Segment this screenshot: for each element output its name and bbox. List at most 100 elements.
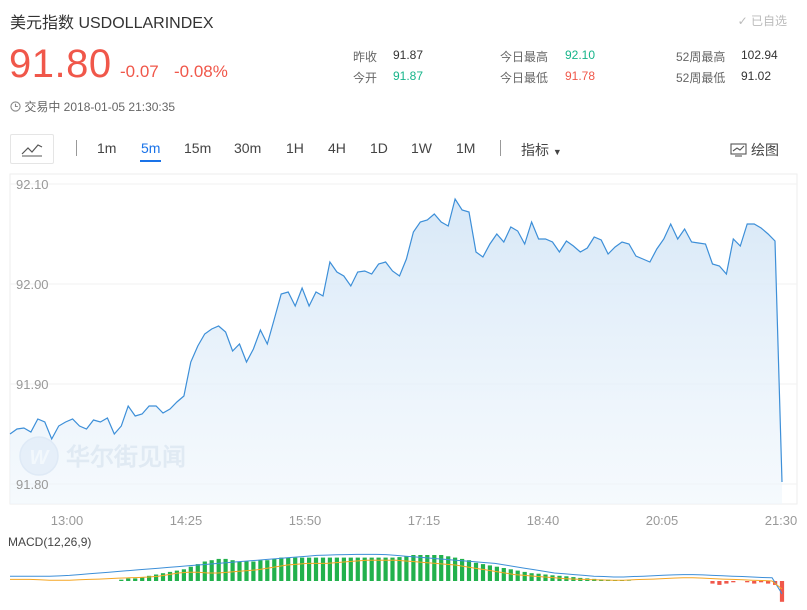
stat-label-52w-high: 52周最高 xyxy=(676,50,726,64)
x-tick-label: 20:05 xyxy=(646,513,679,528)
stat-value-day-low: 91.78 xyxy=(565,69,596,83)
macd-bar xyxy=(453,557,458,581)
price-change-percent: -0.08% xyxy=(174,62,228,81)
active-tab-underline xyxy=(140,160,161,162)
macd-bar xyxy=(717,581,722,585)
macd-bar xyxy=(446,556,451,581)
macd-bar xyxy=(571,577,576,581)
timeframe-30m[interactable]: 30m xyxy=(234,140,262,156)
chart-frame xyxy=(9,173,798,505)
y-tick-label: 91.80 xyxy=(16,477,49,492)
timeframe-1d[interactable]: 1D xyxy=(370,140,388,156)
macd-bar xyxy=(244,561,249,581)
stat-label-day-high: 今日最高 xyxy=(500,50,549,64)
macd-bar xyxy=(362,557,367,581)
macd-bar xyxy=(585,578,590,581)
macd-bar xyxy=(466,560,472,581)
price-change: -0.07 xyxy=(120,62,159,81)
timeframe-1m[interactable]: 1m xyxy=(97,140,117,156)
macd-bar xyxy=(759,581,764,583)
macd-bar xyxy=(279,557,284,581)
macd-bar xyxy=(160,573,166,581)
macd-bar xyxy=(348,557,353,581)
macd-bar xyxy=(439,555,444,581)
macd-bar xyxy=(550,575,555,581)
macd-bar xyxy=(543,574,548,581)
macd-bar xyxy=(766,581,771,584)
caret-down-icon: ▼ xyxy=(552,147,562,157)
x-tick-label: 14:25 xyxy=(170,513,203,528)
line-chart-icon xyxy=(21,144,43,157)
macd-bar xyxy=(752,581,757,584)
macd-bar xyxy=(536,573,541,581)
macd-bar xyxy=(473,562,479,581)
macd-bar xyxy=(404,556,409,581)
macd-bar xyxy=(494,566,499,581)
macd-bar xyxy=(599,579,604,581)
indicator-dropdown[interactable]: 指标 ▼ xyxy=(521,140,562,160)
macd-bar xyxy=(376,557,381,581)
macd-bar xyxy=(140,577,145,581)
macd-bar xyxy=(411,555,416,581)
macd-bar xyxy=(529,573,534,581)
stat-value-day-high: 92.10 xyxy=(565,48,596,62)
stat-value-52w-high: 102.94 xyxy=(741,48,778,62)
x-tick-label: 17:15 xyxy=(408,513,441,528)
timeframe-1mo[interactable]: 1M xyxy=(456,140,476,156)
followed-indicator[interactable]: ✓ 已自选 xyxy=(738,12,787,29)
watermark-logo-letter: W xyxy=(30,447,51,469)
macd-bar xyxy=(181,569,186,581)
macd-bar xyxy=(508,569,513,581)
macd-bar xyxy=(202,561,207,581)
check-icon: ✓ xyxy=(737,14,748,28)
macd-bar xyxy=(619,580,625,581)
stat-label-52w-low: 52周最低 xyxy=(676,71,726,85)
y-tick-label: 92.10 xyxy=(16,177,49,192)
macd-bar xyxy=(293,557,298,581)
x-tick-label: 18:40 xyxy=(527,513,560,528)
timeframe-4h[interactable]: 4H xyxy=(328,140,346,156)
macd-bar xyxy=(286,557,291,581)
macd-bar xyxy=(557,575,562,581)
draw-button[interactable]: 绘图 xyxy=(730,140,779,160)
stat-value-52w-low: 91.02 xyxy=(741,69,772,83)
stat-label-open: 今开 xyxy=(353,71,378,85)
macd-bar xyxy=(480,564,486,581)
macd-bar xyxy=(230,560,235,581)
y-tick-label: 92.00 xyxy=(16,277,49,292)
macd-bar xyxy=(223,558,228,581)
macd-bar xyxy=(773,581,778,585)
macd-bar xyxy=(418,555,423,581)
draw-icon xyxy=(730,143,747,157)
toolbar-divider xyxy=(500,140,501,156)
timeframe-5m[interactable]: 5m xyxy=(141,140,161,156)
timeframe-15m[interactable]: 15m xyxy=(184,140,212,156)
macd-bar xyxy=(195,564,200,581)
timeframe-1h[interactable]: 1H xyxy=(286,140,304,156)
macd-bar xyxy=(724,581,729,584)
current-price: 91.80 xyxy=(9,42,112,86)
draw-label: 绘图 xyxy=(751,142,779,158)
macd-bar xyxy=(522,571,527,581)
macd-label: MACD(12,26,9) xyxy=(8,535,91,549)
macd-dea-line xyxy=(10,559,783,590)
macd-bar xyxy=(592,578,597,581)
macd-bar xyxy=(425,555,430,581)
chart-type-button[interactable] xyxy=(10,134,54,164)
toolbar-divider xyxy=(76,140,77,156)
timeframe-1w[interactable]: 1W xyxy=(411,140,432,156)
watermark: W 华尔街见闻 xyxy=(19,436,186,476)
macd-bar xyxy=(564,576,569,581)
macd-bar xyxy=(779,581,785,602)
watermark-text: 华尔街见闻 xyxy=(66,443,186,471)
y-tick-label: 91.90 xyxy=(16,377,49,392)
macd-bar xyxy=(341,557,346,581)
macd-bar xyxy=(174,570,179,581)
macd-bar xyxy=(460,558,465,581)
macd-bar xyxy=(578,577,583,581)
macd-bar xyxy=(487,565,492,581)
macd-bar xyxy=(188,566,193,581)
clock-icon xyxy=(10,101,21,112)
instrument-title: 美元指数 USDOLLARINDEX xyxy=(10,15,214,32)
macd-bar xyxy=(390,557,395,581)
